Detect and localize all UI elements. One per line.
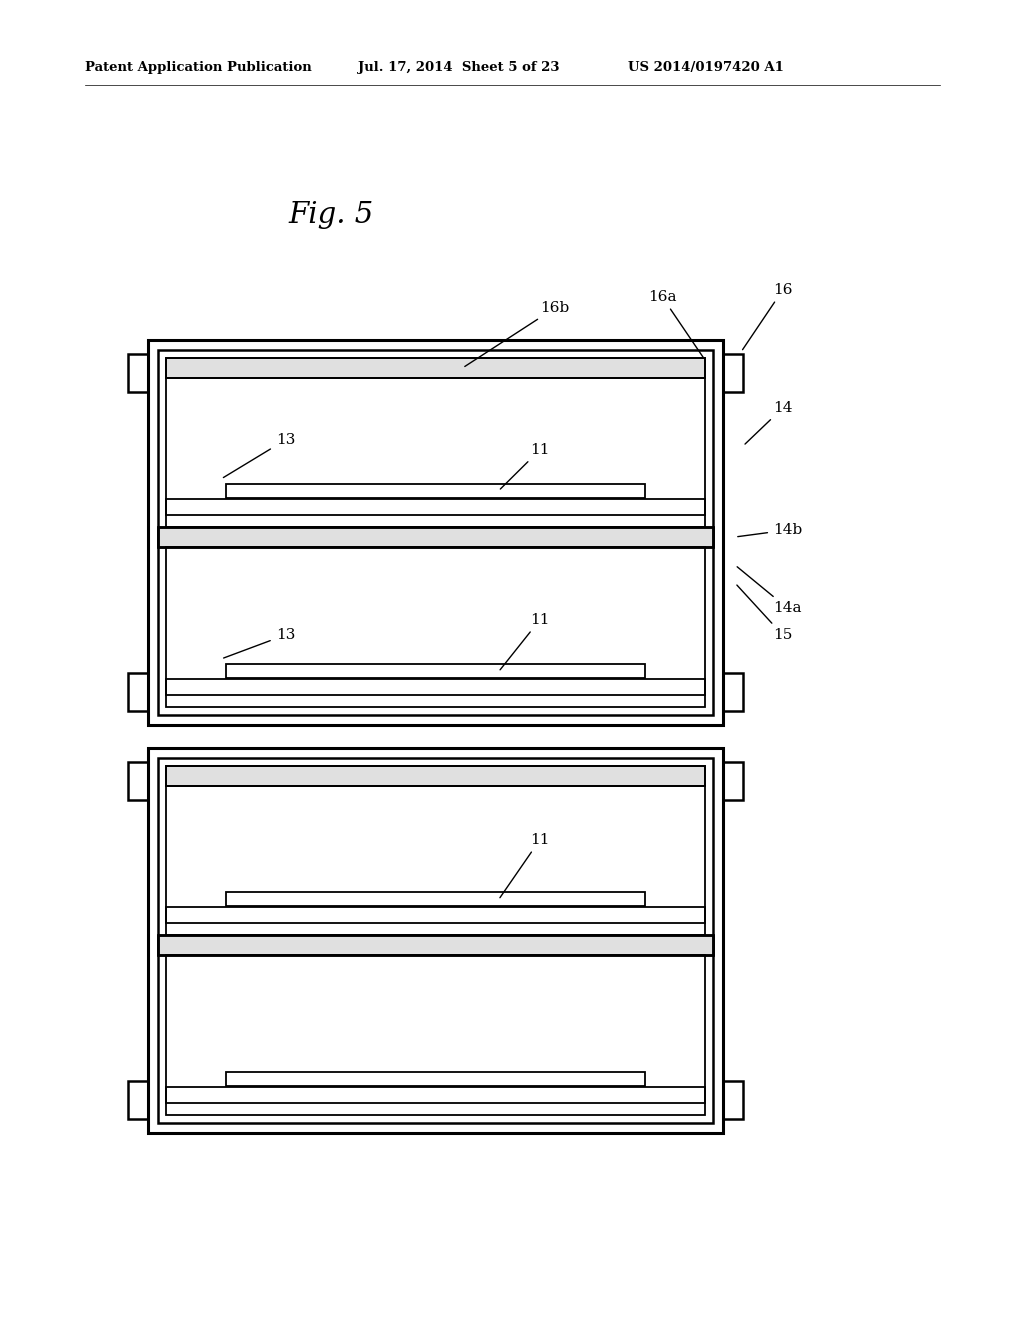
Text: 16: 16 bbox=[742, 282, 793, 350]
Bar bbox=[158, 527, 713, 546]
Bar bbox=[158, 527, 713, 546]
Bar bbox=[226, 484, 645, 498]
Bar bbox=[723, 1081, 743, 1119]
Bar bbox=[166, 1086, 705, 1104]
Text: 13: 13 bbox=[223, 433, 295, 478]
Text: Jul. 17, 2014  Sheet 5 of 23: Jul. 17, 2014 Sheet 5 of 23 bbox=[358, 62, 559, 74]
Bar bbox=[128, 673, 148, 711]
Text: 11: 11 bbox=[500, 612, 550, 669]
Bar bbox=[166, 499, 705, 515]
Bar bbox=[158, 935, 713, 954]
Bar bbox=[723, 673, 743, 711]
Bar bbox=[723, 762, 743, 800]
Bar bbox=[166, 766, 705, 785]
Bar bbox=[128, 1081, 148, 1119]
Bar bbox=[158, 350, 713, 715]
Bar bbox=[226, 664, 645, 678]
Text: 16b: 16b bbox=[465, 301, 569, 367]
Bar bbox=[226, 892, 645, 906]
Bar bbox=[226, 1072, 645, 1086]
Bar bbox=[158, 935, 713, 954]
Bar bbox=[166, 785, 705, 935]
Text: 16a: 16a bbox=[648, 290, 703, 358]
Bar bbox=[166, 378, 705, 527]
Text: 11: 11 bbox=[500, 833, 550, 898]
Text: 15: 15 bbox=[737, 585, 793, 642]
Text: 11: 11 bbox=[501, 444, 550, 488]
Bar bbox=[148, 748, 723, 1133]
Bar bbox=[166, 546, 705, 708]
Bar bbox=[166, 954, 705, 1115]
Text: 14a: 14a bbox=[737, 566, 802, 615]
Bar bbox=[158, 758, 713, 1123]
Text: US 2014/0197420 A1: US 2014/0197420 A1 bbox=[628, 62, 784, 74]
Bar bbox=[166, 358, 705, 378]
Bar bbox=[128, 354, 148, 392]
Text: Fig. 5: Fig. 5 bbox=[288, 201, 374, 228]
Text: 14b: 14b bbox=[737, 523, 802, 537]
Bar bbox=[148, 341, 723, 725]
Bar bbox=[166, 766, 705, 785]
Bar bbox=[166, 358, 705, 378]
Bar bbox=[166, 907, 705, 923]
Bar bbox=[166, 678, 705, 696]
Bar bbox=[128, 762, 148, 800]
Bar bbox=[723, 354, 743, 392]
Text: 13: 13 bbox=[223, 628, 295, 659]
Text: Patent Application Publication: Patent Application Publication bbox=[85, 62, 311, 74]
Text: 14: 14 bbox=[745, 401, 793, 444]
